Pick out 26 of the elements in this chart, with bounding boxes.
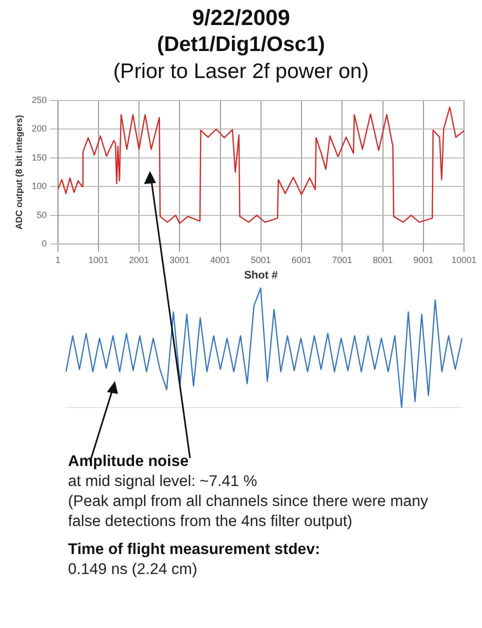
text: 0.149 ns (2.24 cm) xyxy=(68,560,198,580)
x-tick-label: 7001 xyxy=(332,254,352,265)
x-tick-label: 4001 xyxy=(210,254,230,265)
x-tick-label: 10001 xyxy=(451,254,477,265)
y-axis-title: ADC output (8 bit integers) xyxy=(14,114,24,230)
x-tick-label: 8001 xyxy=(372,254,393,265)
text: at mid signal level: ~7.41 % xyxy=(68,472,258,492)
y-tick-label: 200 xyxy=(32,124,47,134)
x-tick-label: 1001 xyxy=(88,254,108,265)
x-tick-label: 9001 xyxy=(413,254,434,265)
text: Amplitude noise xyxy=(68,452,190,472)
x-axis-title: Shot # xyxy=(244,269,278,282)
chart-title: 9/22/2009 xyxy=(191,4,291,31)
x-tick-label: 5001 xyxy=(250,254,271,265)
y-tick-label: 50 xyxy=(36,210,47,220)
x-tick-label: 2001 xyxy=(129,254,150,265)
y-tick-label: 100 xyxy=(32,181,47,192)
x-tick-label: 6001 xyxy=(292,254,312,265)
text: Time of flight measurement stdev: xyxy=(68,540,322,560)
chart-subtitle: (Det1/Dig1/Osc1) (Prior to Laser 2f power on) xyxy=(112,32,370,85)
x-tick-label: 1 xyxy=(55,254,60,265)
y-tick-label: 250 xyxy=(32,94,47,105)
y-tick-label: 150 xyxy=(32,152,47,162)
y-tick-label: 0 xyxy=(42,238,47,248)
text: (Peak ampl from all channels since there were many false detections from the 4ns filter output) xyxy=(68,492,430,532)
x-tick-label: 3001 xyxy=(170,254,190,265)
